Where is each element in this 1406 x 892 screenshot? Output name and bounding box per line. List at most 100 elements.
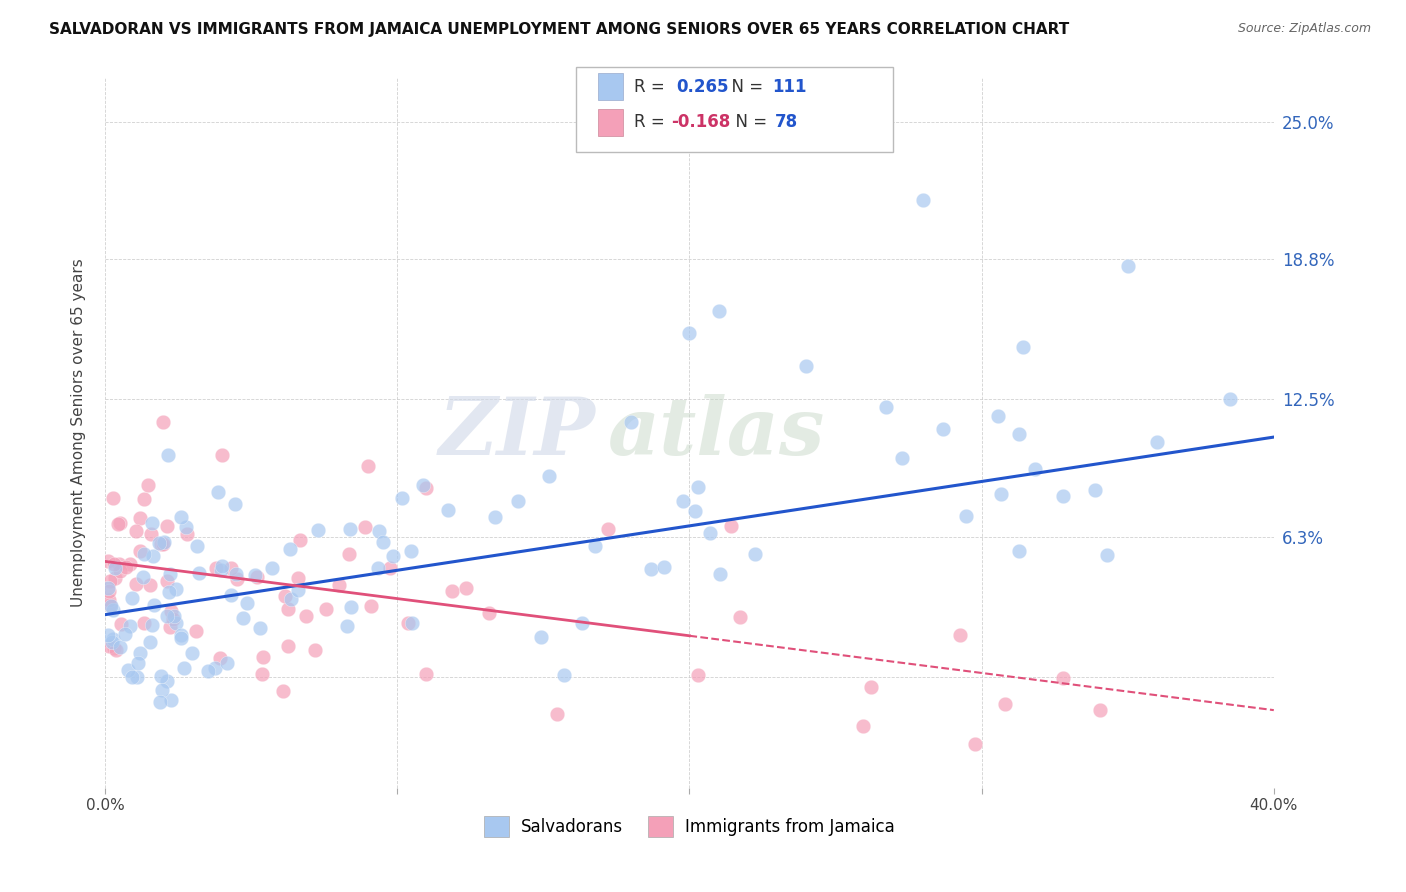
- Text: R =: R =: [634, 113, 671, 131]
- Text: N =: N =: [721, 78, 769, 95]
- Point: [138, 578, 160, 592]
- Point: [1116, 259, 1139, 273]
- Point: [720, 519, 742, 533]
- Point: [401, 615, 423, 630]
- Point: [530, 630, 553, 644]
- Point: [382, 549, 405, 563]
- Point: [990, 487, 1012, 501]
- Point: [860, 680, 883, 694]
- Point: [150, 669, 173, 683]
- Point: [108, 640, 131, 654]
- Point: [98, 574, 121, 588]
- Point: [186, 540, 208, 554]
- Point: [118, 557, 141, 571]
- Point: [211, 448, 233, 462]
- Point: [260, 561, 283, 575]
- Point: [339, 599, 361, 614]
- Point: [219, 561, 242, 575]
- Point: [672, 494, 695, 508]
- Point: [287, 583, 309, 598]
- Point: [104, 571, 127, 585]
- Point: [129, 511, 152, 525]
- Point: [152, 415, 174, 429]
- Point: [537, 468, 560, 483]
- Point: [1024, 461, 1046, 475]
- Point: [132, 570, 155, 584]
- Point: [994, 698, 1017, 712]
- Point: [336, 619, 359, 633]
- Point: [159, 620, 181, 634]
- Point: [170, 510, 193, 524]
- Point: [277, 602, 299, 616]
- Point: [128, 646, 150, 660]
- Point: [415, 666, 437, 681]
- Point: [304, 643, 326, 657]
- Text: -0.168: -0.168: [671, 113, 730, 131]
- Text: Source: ZipAtlas.com: Source: ZipAtlas.com: [1237, 22, 1371, 36]
- Point: [125, 524, 148, 538]
- Point: [354, 519, 377, 533]
- Point: [367, 524, 389, 538]
- Point: [371, 534, 394, 549]
- Text: R =: R =: [634, 78, 671, 95]
- Point: [173, 661, 195, 675]
- Point: [683, 504, 706, 518]
- Point: [141, 618, 163, 632]
- Point: [1008, 544, 1031, 558]
- Point: [288, 533, 311, 547]
- Point: [108, 557, 131, 571]
- Point: [686, 480, 709, 494]
- Point: [98, 639, 121, 653]
- Point: [159, 584, 181, 599]
- Point: [1088, 703, 1111, 717]
- Point: [115, 560, 138, 574]
- Point: [875, 400, 897, 414]
- Point: [160, 604, 183, 618]
- Point: [232, 611, 254, 625]
- Point: [100, 599, 122, 614]
- Point: [243, 568, 266, 582]
- Point: [367, 560, 389, 574]
- Point: [156, 609, 179, 624]
- Point: [583, 539, 606, 553]
- Point: [97, 554, 120, 568]
- Point: [415, 481, 437, 495]
- Point: [142, 549, 165, 563]
- Point: [1052, 671, 1074, 685]
- Point: [412, 477, 434, 491]
- Point: [620, 415, 643, 429]
- Point: [484, 509, 506, 524]
- Point: [98, 598, 121, 612]
- Point: [678, 326, 700, 340]
- Point: [132, 547, 155, 561]
- Point: [478, 606, 501, 620]
- Point: [128, 543, 150, 558]
- Point: [184, 624, 207, 639]
- Point: [546, 707, 568, 722]
- Point: [149, 537, 172, 551]
- Point: [1095, 548, 1118, 562]
- Point: [156, 519, 179, 533]
- Point: [209, 651, 232, 665]
- Text: 111: 111: [772, 78, 807, 95]
- Point: [150, 682, 173, 697]
- Point: [121, 591, 143, 606]
- Point: [225, 566, 247, 581]
- Point: [380, 560, 402, 574]
- Point: [215, 657, 238, 671]
- Point: [339, 523, 361, 537]
- Point: [127, 656, 149, 670]
- Point: [794, 359, 817, 373]
- Text: N =: N =: [725, 113, 773, 131]
- Point: [114, 626, 136, 640]
- Point: [506, 493, 529, 508]
- Point: [97, 593, 120, 607]
- Legend: Salvadorans, Immigrants from Jamaica: Salvadorans, Immigrants from Jamaica: [478, 810, 901, 844]
- Point: [987, 409, 1010, 423]
- Point: [98, 583, 121, 598]
- Point: [280, 592, 302, 607]
- Point: [225, 572, 247, 586]
- Point: [143, 598, 166, 612]
- Point: [249, 621, 271, 635]
- Point: [139, 527, 162, 541]
